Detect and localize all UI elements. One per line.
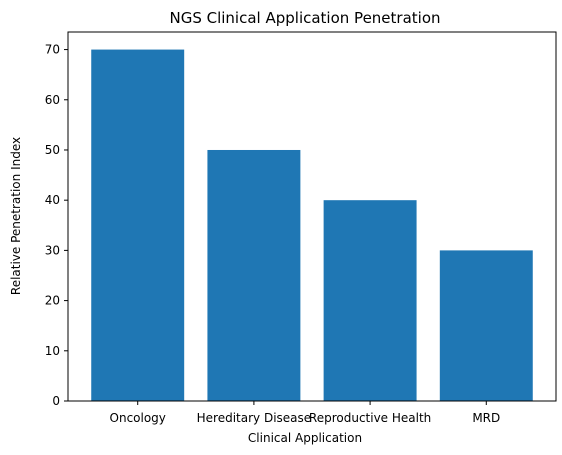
y-tick-label: 60	[45, 93, 60, 107]
y-tick-label: 70	[45, 43, 60, 57]
bar-reproductive-health	[323, 200, 417, 401]
bar-oncology	[91, 49, 185, 401]
x-tick-label: Hereditary Disease	[197, 411, 312, 425]
x-axis-label: Clinical Application	[248, 431, 362, 445]
y-tick-label: 40	[45, 193, 60, 207]
x-tick-label: Reproductive Health	[309, 411, 431, 425]
x-tick-label: Oncology	[110, 411, 166, 425]
bar-mrd	[439, 250, 533, 401]
x-tick-label: MRD	[472, 411, 500, 425]
y-tick-label: 20	[45, 294, 60, 308]
plot-frame	[67, 31, 557, 402]
y-tick-label: 10	[45, 344, 60, 358]
y-tick-label: 30	[45, 243, 60, 257]
bar-hereditary-disease	[207, 149, 301, 401]
y-tick-label: 50	[45, 143, 60, 157]
y-tick-label: 0	[52, 394, 60, 408]
bars-group	[91, 49, 533, 401]
y-axis: 0 10 20 30 40 50 60 70	[45, 43, 68, 408]
y-axis-label: Relative Penetration Index	[9, 137, 23, 295]
chart-title: NGS Clinical Application Penetration	[169, 9, 440, 27]
